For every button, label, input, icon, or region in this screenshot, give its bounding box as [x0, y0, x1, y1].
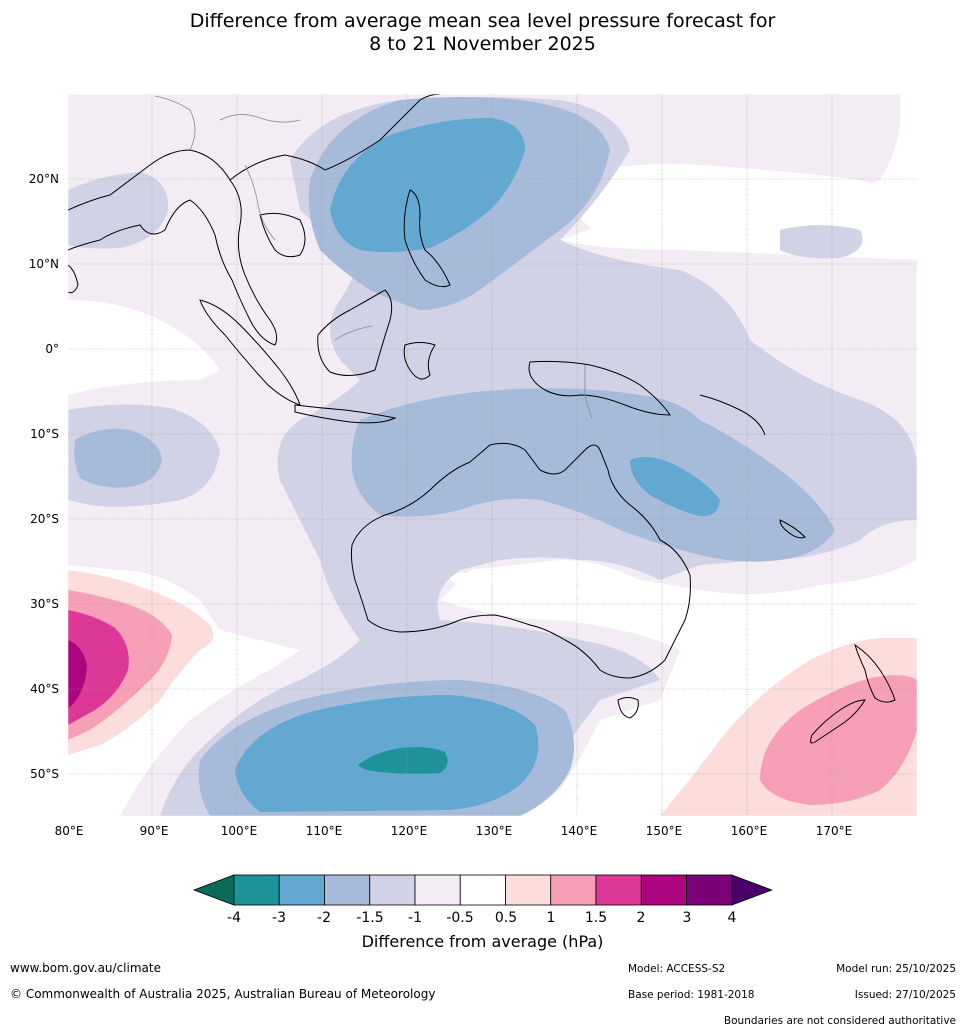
title-line-1: Difference from average mean sea level p…: [189, 10, 776, 32]
lat-label: 10°S: [30, 427, 59, 441]
coast-new-guinea: [528, 360, 671, 416]
lat-label: 20°N: [29, 172, 59, 186]
colorbar-swatch: [640, 874, 687, 906]
issued-date: Issued: 27/10/2025: [854, 989, 956, 1001]
pressure-anomaly-field: [68, 94, 917, 816]
lon-label: 110°E: [306, 824, 343, 838]
colorbar-tick: 2: [637, 910, 646, 926]
colorbar-tick: -1: [408, 910, 422, 926]
colorbar-swatch: [414, 874, 461, 906]
colorbar-swatch: [686, 874, 733, 906]
anomaly-region-neg4: [358, 747, 448, 774]
lon-label: 120°E: [391, 824, 428, 838]
chart-title: Difference from average mean sea level p…: [0, 10, 965, 56]
lat-label: 0°: [45, 342, 59, 356]
lat-label: 50°S: [30, 767, 59, 781]
coast-java: [294, 404, 397, 424]
colorbar-tick: -1.5: [356, 910, 383, 926]
colorbar-tick: 1: [547, 910, 556, 926]
lon-label: 140°E: [561, 824, 598, 838]
website-link[interactable]: www.bom.gov.au/climate: [10, 961, 161, 975]
colorbar-swatch: [595, 874, 642, 906]
anomaly-region-neg3-north: [330, 118, 525, 253]
title-line-2: 8 to 21 November 2025: [369, 33, 596, 55]
colorbar-extend-high: [731, 874, 773, 906]
boundaries-disclaimer: Boundaries are not considered authoritat…: [723, 1015, 956, 1027]
colorbar-ticks: -4 -3 -2 -1.5 -1 -0.5 0.5 1 1.5 2 3 4: [227, 910, 737, 926]
lon-label: 160°E: [731, 824, 768, 838]
coast-sri-lanka: [68, 264, 79, 294]
colorbar-swatch: [233, 874, 280, 906]
lon-label: 130°E: [476, 824, 513, 838]
coast-new-zealand-south: [810, 699, 866, 744]
lat-label: 30°S: [30, 597, 59, 611]
colorbar-swatch: [369, 874, 416, 906]
lon-axis: 80°E 90°E 100°E 110°E 120°E 130°E 140°E …: [55, 824, 853, 838]
graticule: [68, 94, 917, 816]
copyright-notice: © Commonwealth of Australia 2025, Austra…: [10, 987, 436, 1001]
lon-label: 80°E: [55, 824, 84, 838]
model-run-date: Model run: 25/10/2025: [836, 963, 956, 975]
colorbar-tick: 3: [683, 910, 692, 926]
coast-solomons: [699, 394, 766, 436]
coast-asia-mainland: [68, 149, 278, 346]
coast-sulawesi: [403, 342, 436, 380]
anomaly-region-neg3-coral: [630, 456, 720, 517]
coast-new-zealand-north: [854, 643, 896, 703]
lon-label: 170°E: [816, 824, 853, 838]
lat-axis: 20°N 10°N 0° 10°S 20°S 30°S 40°S 50°S: [29, 172, 59, 781]
colorbar-tick: 4: [728, 910, 737, 926]
colorbar: [192, 874, 773, 906]
coast-australia: [350, 442, 691, 679]
colorbar-tick: -0.5: [446, 910, 473, 926]
coastlines: [68, 94, 896, 744]
lon-label: 100°E: [221, 824, 258, 838]
coast-new-caledonia: [779, 519, 806, 539]
colorbar-tick: -4: [227, 910, 241, 926]
lon-label: 150°E: [646, 824, 683, 838]
coast-tasmania: [617, 697, 639, 719]
base-period: Base period: 1981-2018: [628, 989, 755, 1001]
anomaly-region-pos2: [68, 640, 87, 708]
coast-borneo: [317, 289, 393, 376]
colorbar-swatch: [278, 874, 325, 906]
colorbar-swatch: [324, 874, 371, 906]
colorbar-extend-low: [192, 874, 235, 906]
colorbar-tick: 0.5: [495, 910, 517, 926]
colorbar-swatch: [459, 874, 506, 906]
country-borders: [154, 95, 593, 419]
lat-label: 40°S: [30, 682, 59, 696]
colorbar-tick: -2: [317, 910, 331, 926]
colorbar-tick: -3: [272, 910, 286, 926]
colorbar-swatch: [505, 874, 552, 906]
anomaly-region-neg2-australia: [351, 388, 835, 562]
lon-label: 90°E: [140, 824, 169, 838]
coast-philippines: [403, 189, 451, 288]
model-name: Model: ACCESS-S2: [628, 963, 726, 975]
colorbar-swatch: [550, 874, 597, 906]
lat-label: 20°S: [30, 512, 59, 526]
map-frame: [67, 93, 918, 817]
lat-label: 10°N: [29, 257, 59, 271]
colorbar-title: Difference from average (hPa): [361, 932, 604, 951]
colorbar-tick: 1.5: [585, 910, 607, 926]
coast-sumatra: [199, 299, 301, 406]
